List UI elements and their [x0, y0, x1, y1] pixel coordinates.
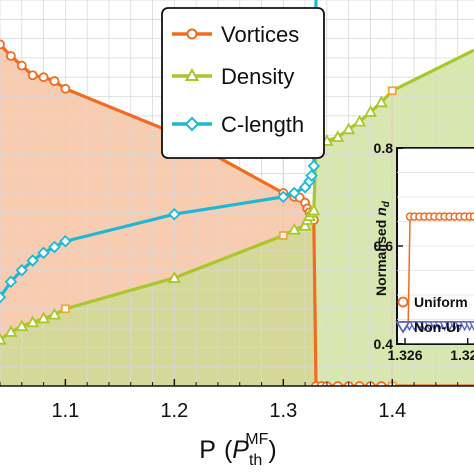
inset-x-tick-label: 1.327: [450, 347, 474, 363]
density-point: [353, 114, 367, 127]
c-length-point: [0, 290, 7, 304]
inset-legend-non-uniform-label: Non-Ur: [414, 319, 462, 335]
inset-y-tick-label: 0.8: [374, 140, 394, 156]
density-point: [374, 95, 388, 108]
density-point: [15, 319, 29, 332]
inset-legend: Uniform Non-Ur: [395, 294, 468, 335]
x-axis-ticks: 1.1 1.2 1.3 1.4: [0, 379, 459, 422]
x-label-symbol: P: [232, 436, 249, 464]
vortices-point: [354, 381, 365, 386]
density-point: [37, 311, 51, 324]
legend: Vortices Density C-length: [161, 7, 325, 159]
c-length-point: [26, 254, 39, 267]
inset-legend-uniform-marker: [397, 296, 409, 308]
density-point: [287, 222, 301, 235]
c-length-point: [305, 169, 318, 182]
vortices-point: [38, 72, 49, 83]
vortices-point: [27, 70, 38, 81]
vortices-point: [16, 60, 27, 71]
x-label-main: P: [199, 436, 216, 464]
vortices-point: [60, 83, 71, 94]
x-label-subscript: th: [249, 452, 262, 469]
legend-density-marker: [184, 67, 200, 81]
density-point: [4, 325, 18, 337]
density-point: [167, 271, 181, 283]
vortices-point: [49, 76, 60, 86]
density-point: [0, 332, 7, 345]
density-point: [331, 130, 345, 142]
x-tick-label: 1.1: [51, 400, 79, 422]
vortices-point: [332, 381, 343, 386]
vortices-point: [376, 381, 387, 386]
vortices-point: [0, 39, 5, 50]
density-point: [342, 122, 356, 135]
density-highlight-point: [60, 304, 70, 314]
legend-vortices-label: Vortices: [221, 22, 299, 47]
vortices-point: [5, 51, 16, 61]
c-length-point: [48, 240, 61, 254]
inset-legend-non-uniform-marker: [395, 321, 411, 334]
x-tick-label: 1.3: [269, 400, 297, 422]
legend-box: [161, 7, 325, 159]
x-axis-label: P (PthMF): [199, 431, 276, 469]
grid-lines: [0, 0, 474, 386]
c-length-point: [277, 190, 290, 204]
legend-entry-vortices: Vortices: [172, 22, 299, 47]
inset-y-label: Normalised nd: [373, 200, 392, 296]
inset-legend-uniform-label: Uniform: [414, 294, 468, 310]
c-length-point: [37, 246, 50, 260]
x-tick-label: 1.4: [378, 400, 406, 422]
density-area: [0, 50, 474, 386]
inset-y-tick-label: 0.6: [374, 238, 394, 254]
c-length-point: [4, 275, 18, 289]
density-point: [47, 307, 62, 320]
x-tick-label: 1.2: [160, 400, 188, 422]
inset-series: [397, 148, 474, 344]
legend-vortices-marker: [186, 28, 198, 40]
x-label-superscript: MF: [245, 431, 268, 448]
inset-uniform-point: [469, 212, 474, 221]
density-point: [298, 218, 312, 231]
inset-non-uniform-point: [468, 321, 474, 332]
c-length-point: [307, 159, 321, 173]
c-length-point: [59, 234, 72, 248]
legend-c-length-label: C-length: [221, 112, 304, 137]
inset-x-tick-label: 1.326: [387, 347, 422, 363]
inset-ticks: 0.4 0.6 0.8 1.326 1.327: [374, 140, 474, 363]
density-point: [307, 203, 321, 216]
density-point: [363, 105, 378, 117]
legend-density-label: Density: [221, 64, 294, 89]
c-length-point: [287, 186, 301, 200]
legend-entry-density: Density: [172, 64, 294, 89]
legend-c-length-marker: [184, 116, 200, 132]
c-length-point: [15, 263, 29, 277]
density-highlight-point: [387, 86, 397, 96]
inset-chart: 0.4 0.6 0.8 1.326 1.327 Normalised nd Unifor…: [373, 140, 474, 363]
density-point: [26, 315, 40, 328]
density-highlight-point: [278, 231, 288, 240]
c-length-point: [168, 207, 181, 221]
inset-y-tick-label: 0.4: [374, 336, 394, 352]
legend-entry-c-length: C-length: [172, 112, 304, 137]
